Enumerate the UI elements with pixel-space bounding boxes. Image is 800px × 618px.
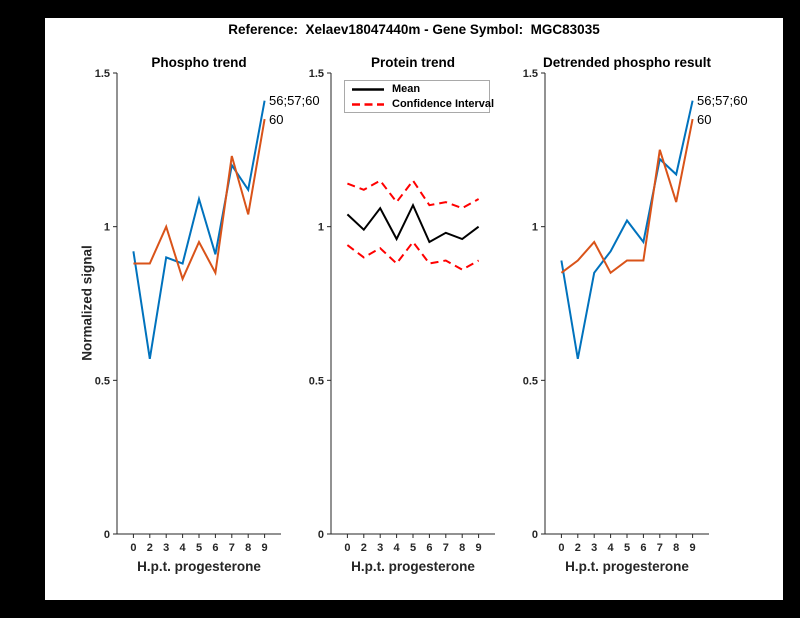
- x-tick-label: 4: [394, 542, 401, 554]
- x-tick-label: 3: [377, 542, 383, 554]
- series-line-confidence-interval-lower: [346, 240, 480, 271]
- y-tick-label: 1.5: [309, 68, 324, 80]
- subplot3-series-label-orange: 60: [697, 112, 712, 127]
- legend-row-mean: Mean: [345, 82, 489, 97]
- series-line-56-57-60: [560, 100, 694, 359]
- y-tick-label: 1.5: [523, 68, 538, 80]
- y-tick-label: 0: [104, 529, 110, 541]
- y-tick-label: 1.5: [95, 68, 110, 80]
- subplot1-x-axis-label: H.p.t. progesterone: [137, 559, 261, 574]
- figure-title: Reference: Xelaev18047440m - Gene Symbol…: [228, 22, 600, 37]
- x-tick-label: 3: [163, 542, 169, 554]
- x-tick-label: 8: [459, 542, 465, 554]
- y-tick-label: 1: [318, 222, 324, 234]
- y-tick-label: 1: [104, 222, 110, 234]
- subplot2-x-axis-label: H.p.t. progesterone: [351, 559, 475, 574]
- x-tick-label: 8: [673, 542, 679, 554]
- series-line-56-57-60: [132, 100, 266, 359]
- y-tick-label: 0.5: [95, 375, 110, 387]
- x-tick-label: 2: [361, 542, 367, 554]
- x-tick-label: 0: [130, 542, 136, 554]
- y-tick-label: 0.5: [523, 375, 538, 387]
- subplot1-title: Phospho trend: [151, 55, 247, 70]
- x-tick-label: 9: [262, 542, 268, 554]
- mean-line-swatch: [352, 87, 384, 91]
- y-tick-label: 0: [532, 529, 538, 541]
- x-tick-label: 6: [426, 542, 432, 554]
- x-tick-label: 6: [212, 542, 218, 554]
- series-line-60: [133, 118, 266, 282]
- x-tick-label: 7: [443, 542, 449, 554]
- x-tick-label: 5: [196, 542, 202, 554]
- x-tick-label: 8: [245, 542, 251, 554]
- x-tick-label: 2: [147, 542, 153, 554]
- x-tick-label: 4: [180, 542, 187, 554]
- x-tick-label: 9: [690, 542, 696, 554]
- x-tick-label: 6: [640, 542, 646, 554]
- subplot1-series-label-orange: 60: [269, 112, 284, 127]
- x-tick-label: 0: [558, 542, 564, 554]
- confidence-interval-line-swatch: [352, 102, 384, 106]
- legend-box: Mean Confidence Interval: [344, 80, 494, 113]
- legend-row-confidence-interval: Confidence Interval: [345, 97, 494, 112]
- series-line-60: [560, 118, 694, 275]
- x-tick-label: 3: [591, 542, 597, 554]
- legend-label-mean: Mean: [392, 83, 421, 95]
- subplot3-series-label-blue: 56;57;60: [697, 93, 748, 108]
- x-tick-label: 9: [476, 542, 482, 554]
- x-tick-label: 0: [344, 542, 350, 554]
- series-line-mean: [346, 202, 480, 244]
- subplot1-series-label-blue: 56;57;60: [269, 93, 320, 108]
- x-tick-label: 7: [229, 542, 235, 554]
- figure-canvas: Reference: Xelaev18047440m - Gene Symbol…: [45, 18, 783, 600]
- series-line-confidence-interval-upper: [347, 178, 480, 210]
- y-tick-label: 1: [532, 222, 538, 234]
- x-tick-label: 5: [624, 542, 630, 554]
- x-tick-label: 5: [410, 542, 416, 554]
- x-tick-label: 7: [657, 542, 663, 554]
- y-tick-label: 0.5: [309, 375, 324, 387]
- legend-label-confidence-interval: Confidence Interval: [392, 98, 495, 110]
- x-tick-label: 2: [575, 542, 581, 554]
- subplot2-title: Protein trend: [370, 55, 455, 70]
- y-tick-label: 0: [318, 529, 324, 541]
- subplot3-x-axis-label: H.p.t. progesterone: [565, 559, 689, 574]
- x-tick-label: 4: [608, 542, 615, 554]
- subplot3-title: Detrended phospho result: [542, 55, 711, 70]
- plots-svg: 00.511.50 2 3 4 5 6 7 8 900.511.50 2 3 4 5 6 7 8 900.511…: [95, 68, 709, 554]
